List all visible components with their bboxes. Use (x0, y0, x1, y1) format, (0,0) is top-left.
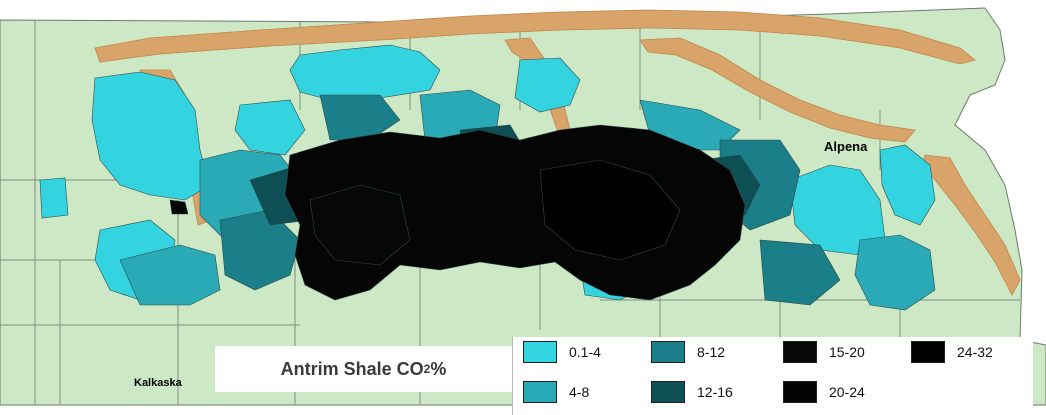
legend-swatch (523, 381, 557, 403)
legend-item-8-12: 8-12 (651, 341, 725, 363)
legend-item-24-32: 24-32 (911, 341, 993, 363)
shale-outcrop-arm-east (639, 37, 916, 143)
legend-label: 12-16 (697, 384, 733, 400)
gas-field-cells (39, 44, 936, 311)
legend-swatch (911, 341, 945, 363)
place-label-kalkaska: Kalkaska (134, 377, 183, 389)
legend-label: 15-20 (829, 344, 865, 360)
legend-swatch (783, 381, 817, 403)
legend-swatch (523, 341, 557, 363)
legend-item-12-16: 12-16 (651, 381, 733, 403)
shale-outcrop-shore-east (921, 154, 1021, 296)
shale-outcrop-band (94, 9, 976, 65)
place-label-alpena: Alpena (824, 139, 868, 154)
legend-item-20-24: 20-24 (783, 381, 865, 403)
legend-swatch (651, 381, 685, 403)
map-title-subscript: 2 (423, 362, 431, 376)
legend-label: 8-12 (697, 344, 726, 360)
map-title-suffix: % (430, 358, 447, 379)
map-title-prefix: Antrim Shale CO (280, 358, 424, 379)
legend-swatch (783, 341, 817, 363)
legend-label: 0.1-4 (569, 344, 601, 360)
legend-label: 24-32 (957, 344, 993, 360)
legend-swatch (651, 341, 685, 363)
map-title: Antrim Shale CO 2 % (215, 346, 512, 392)
legend-item-0-1-4: 0.1-4 (523, 341, 601, 363)
legend-item-4-8: 4-8 (523, 381, 589, 403)
legend-item-15-20: 15-20 (783, 341, 865, 363)
legend-label: 20-24 (829, 384, 865, 400)
map-legend: 0.1-4 4-8 8-12 12-16 15-20 20-24 24-32 (512, 337, 1033, 415)
legend-label: 4-8 (569, 384, 590, 400)
